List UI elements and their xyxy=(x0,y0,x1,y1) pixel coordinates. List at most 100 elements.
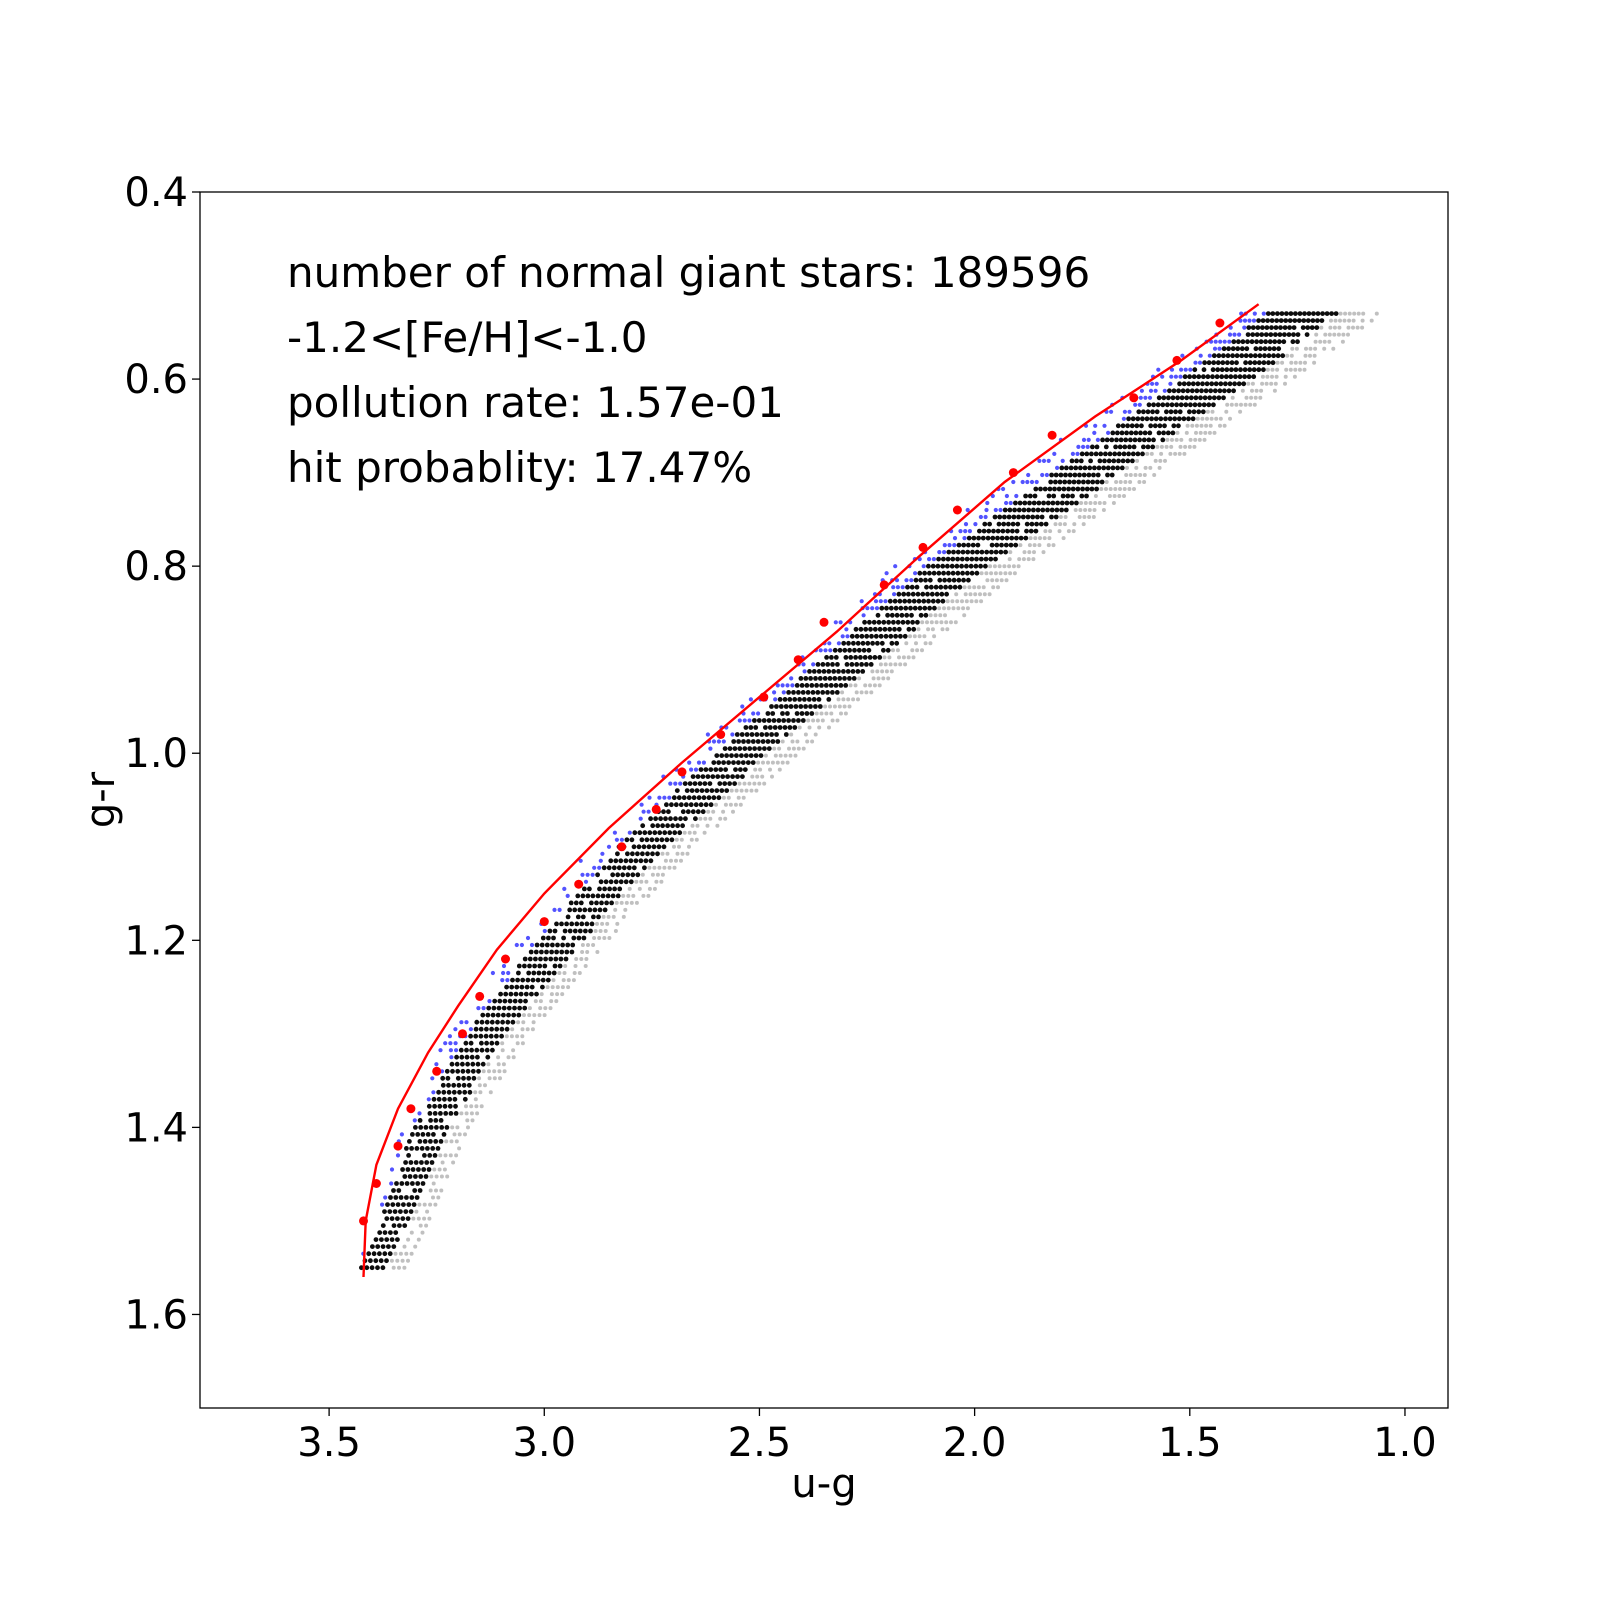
scatter-point xyxy=(1143,395,1148,400)
scatter-point xyxy=(388,1230,393,1235)
scatter-point xyxy=(1206,402,1212,408)
scatter-point xyxy=(827,676,833,681)
scatter-point xyxy=(488,1090,493,1095)
scatter-point xyxy=(537,1013,542,1018)
scatter-point xyxy=(731,739,737,744)
scatter-point xyxy=(473,1026,479,1032)
scatter-point xyxy=(661,844,667,850)
scatter-point xyxy=(646,893,651,898)
scatter-point xyxy=(1170,430,1176,436)
scatter-point xyxy=(687,844,691,849)
scatter-point xyxy=(1318,339,1323,344)
scatter-point xyxy=(565,942,571,948)
scatter-point xyxy=(769,704,774,709)
scatter-point xyxy=(521,1020,526,1025)
scatter-point xyxy=(783,732,789,737)
scatter-point xyxy=(432,1103,437,1109)
scatter-point xyxy=(709,788,715,793)
scatter-point xyxy=(1131,444,1137,450)
scatter-point xyxy=(428,1202,433,1207)
scatter-point xyxy=(720,774,726,779)
scatter-point xyxy=(1259,332,1265,337)
scatter-point xyxy=(912,634,917,639)
scatter-point xyxy=(1071,529,1076,534)
scatter-point xyxy=(703,816,708,821)
scatter-point xyxy=(963,529,968,534)
scatter-point xyxy=(416,1237,421,1242)
scatter-point xyxy=(506,1012,511,1018)
scatter-point xyxy=(490,1047,495,1053)
scatter-point xyxy=(774,732,779,737)
scatter-point xyxy=(833,683,839,688)
scatter-point xyxy=(917,634,922,639)
scatter-point xyxy=(1268,332,1274,337)
scatter-point xyxy=(1093,501,1098,505)
scatter-point xyxy=(923,577,928,583)
scatter-point xyxy=(448,1048,453,1053)
scatter-point xyxy=(1073,508,1078,512)
scatter-point xyxy=(752,718,757,723)
scatter-point xyxy=(1193,395,1199,401)
scatter-point xyxy=(775,739,781,744)
scatter-point xyxy=(597,907,603,913)
scatter-point xyxy=(692,781,698,786)
scatter-point xyxy=(1212,388,1218,394)
scatter-point xyxy=(903,605,909,611)
scatter-point xyxy=(657,830,663,836)
scatter-point xyxy=(816,669,822,674)
scatter-point xyxy=(503,991,509,997)
scatter-point xyxy=(959,563,964,569)
scatter-point xyxy=(391,1223,397,1228)
scatter-point xyxy=(714,802,718,807)
scatter-point xyxy=(425,1209,430,1214)
scatter-point xyxy=(669,802,674,808)
scatter-point xyxy=(849,633,855,639)
scatter-point xyxy=(1017,500,1023,506)
scatter-point xyxy=(567,907,573,913)
scatter-point xyxy=(780,711,785,716)
y-axis-label: g-r xyxy=(78,771,124,828)
scatter-point xyxy=(422,1202,427,1207)
scatter-point xyxy=(1247,367,1253,373)
scatter-point xyxy=(830,718,835,723)
scatter-point xyxy=(905,584,910,590)
scatter-point xyxy=(845,634,850,639)
scatter-point xyxy=(468,1040,474,1046)
scatter-point xyxy=(1218,381,1224,387)
scatter-point xyxy=(398,1251,403,1256)
scatter-point xyxy=(1267,346,1272,352)
scatter-point xyxy=(614,837,620,842)
scatter-point xyxy=(1251,374,1257,380)
scatter-point xyxy=(775,683,780,688)
scatter-point xyxy=(1305,325,1311,330)
scatter-point xyxy=(687,781,693,786)
scatter-point xyxy=(1033,486,1039,492)
fit-point xyxy=(406,1104,416,1114)
scatter-point xyxy=(1199,388,1204,394)
scatter-point xyxy=(1230,353,1235,359)
scatter-point xyxy=(1273,381,1278,386)
scatter-point xyxy=(998,571,1003,576)
scatter-point xyxy=(390,1202,396,1207)
scatter-point xyxy=(748,725,754,730)
scatter-point xyxy=(428,1188,433,1193)
scatter-point xyxy=(515,977,520,983)
scatter-point xyxy=(1120,423,1126,429)
scatter-point xyxy=(476,1068,481,1074)
scatter-point xyxy=(707,781,713,786)
scatter-point xyxy=(1312,353,1317,358)
scatter-point xyxy=(926,563,931,569)
scatter-point xyxy=(577,907,583,913)
scatter-point xyxy=(463,1040,469,1046)
scatter-point xyxy=(1340,339,1345,344)
scatter-point xyxy=(694,788,700,793)
scatter-point xyxy=(434,1174,439,1179)
scatter-point xyxy=(986,528,992,534)
scatter-point xyxy=(603,879,609,885)
scatter-point xyxy=(448,1041,453,1046)
scatter-point xyxy=(600,921,605,926)
scatter-point xyxy=(1173,409,1178,415)
scatter-point xyxy=(756,760,761,765)
scatter-point xyxy=(1058,515,1063,519)
scatter-point xyxy=(1088,458,1093,464)
